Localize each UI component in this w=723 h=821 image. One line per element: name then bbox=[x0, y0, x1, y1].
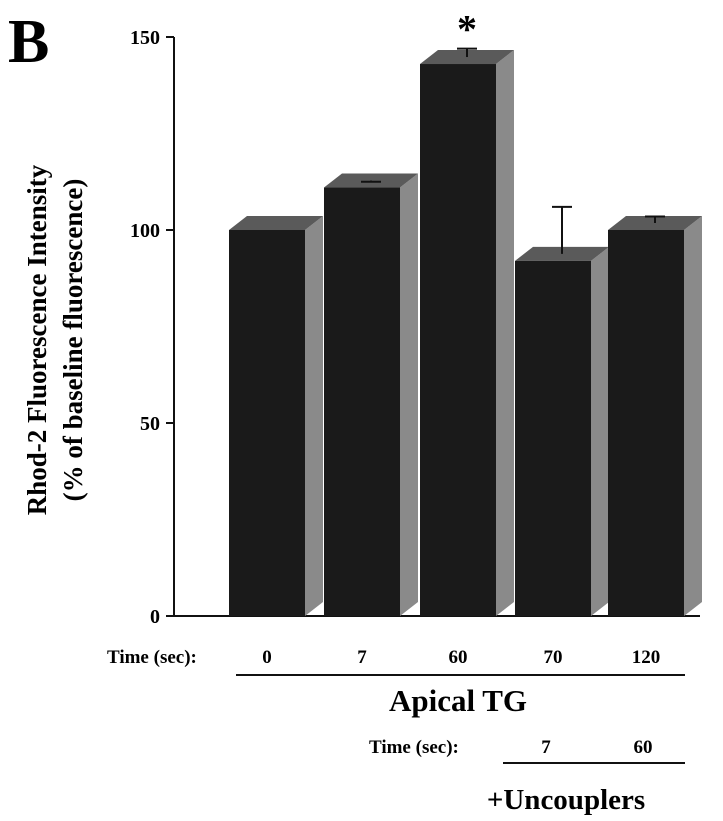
bar-front bbox=[608, 230, 684, 616]
x-tick-label: 70 bbox=[544, 647, 563, 668]
x-tick-label: 7 bbox=[357, 647, 367, 668]
x-tick-label: 60 bbox=[449, 647, 468, 668]
significance-annotation: * bbox=[457, 7, 477, 52]
x-tick-label: 0 bbox=[262, 647, 272, 668]
y-tick-label: 50 bbox=[140, 413, 160, 435]
panel-label: B bbox=[8, 8, 49, 76]
bar-side bbox=[305, 216, 323, 616]
bar-side bbox=[400, 173, 418, 617]
uncoupler-time-row-label: Time (sec): bbox=[369, 737, 459, 758]
bar-side bbox=[496, 50, 514, 616]
y-axis-title: Rhod-2 Fluorescence Intensity (% of base… bbox=[22, 164, 88, 515]
y-axis-label-line1: Rhod-2 Fluorescence Intensity bbox=[22, 164, 52, 515]
bar bbox=[515, 205, 609, 616]
y-tick-label: 150 bbox=[130, 27, 160, 49]
bar bbox=[229, 216, 323, 616]
bar-top bbox=[229, 216, 323, 230]
uncoupler-time-60: 60 bbox=[634, 737, 653, 758]
uncouplers-label: +Uncouplers bbox=[487, 784, 645, 816]
y-axis-label-line2: (% of baseline fluorescence) bbox=[58, 179, 88, 502]
y-tick-label: 100 bbox=[130, 220, 160, 242]
bar-front bbox=[515, 260, 591, 616]
apical-tg-label: Apical TG bbox=[389, 683, 527, 718]
bar bbox=[420, 47, 514, 616]
bar-front bbox=[324, 187, 400, 617]
y-tick-label: 0 bbox=[150, 606, 160, 628]
bar-side bbox=[591, 246, 609, 616]
time-row-label: Time (sec): bbox=[107, 647, 197, 668]
x-tick-labels: 0 7 60 70 120 bbox=[262, 647, 660, 668]
bar-front bbox=[229, 230, 305, 616]
bars: * bbox=[229, 7, 702, 617]
bar bbox=[324, 173, 418, 617]
bar-front bbox=[420, 64, 496, 616]
bar-side bbox=[684, 216, 702, 616]
uncoupler-time-7: 7 bbox=[541, 737, 551, 758]
bar bbox=[608, 215, 702, 616]
x-tick-label: 120 bbox=[632, 647, 661, 668]
